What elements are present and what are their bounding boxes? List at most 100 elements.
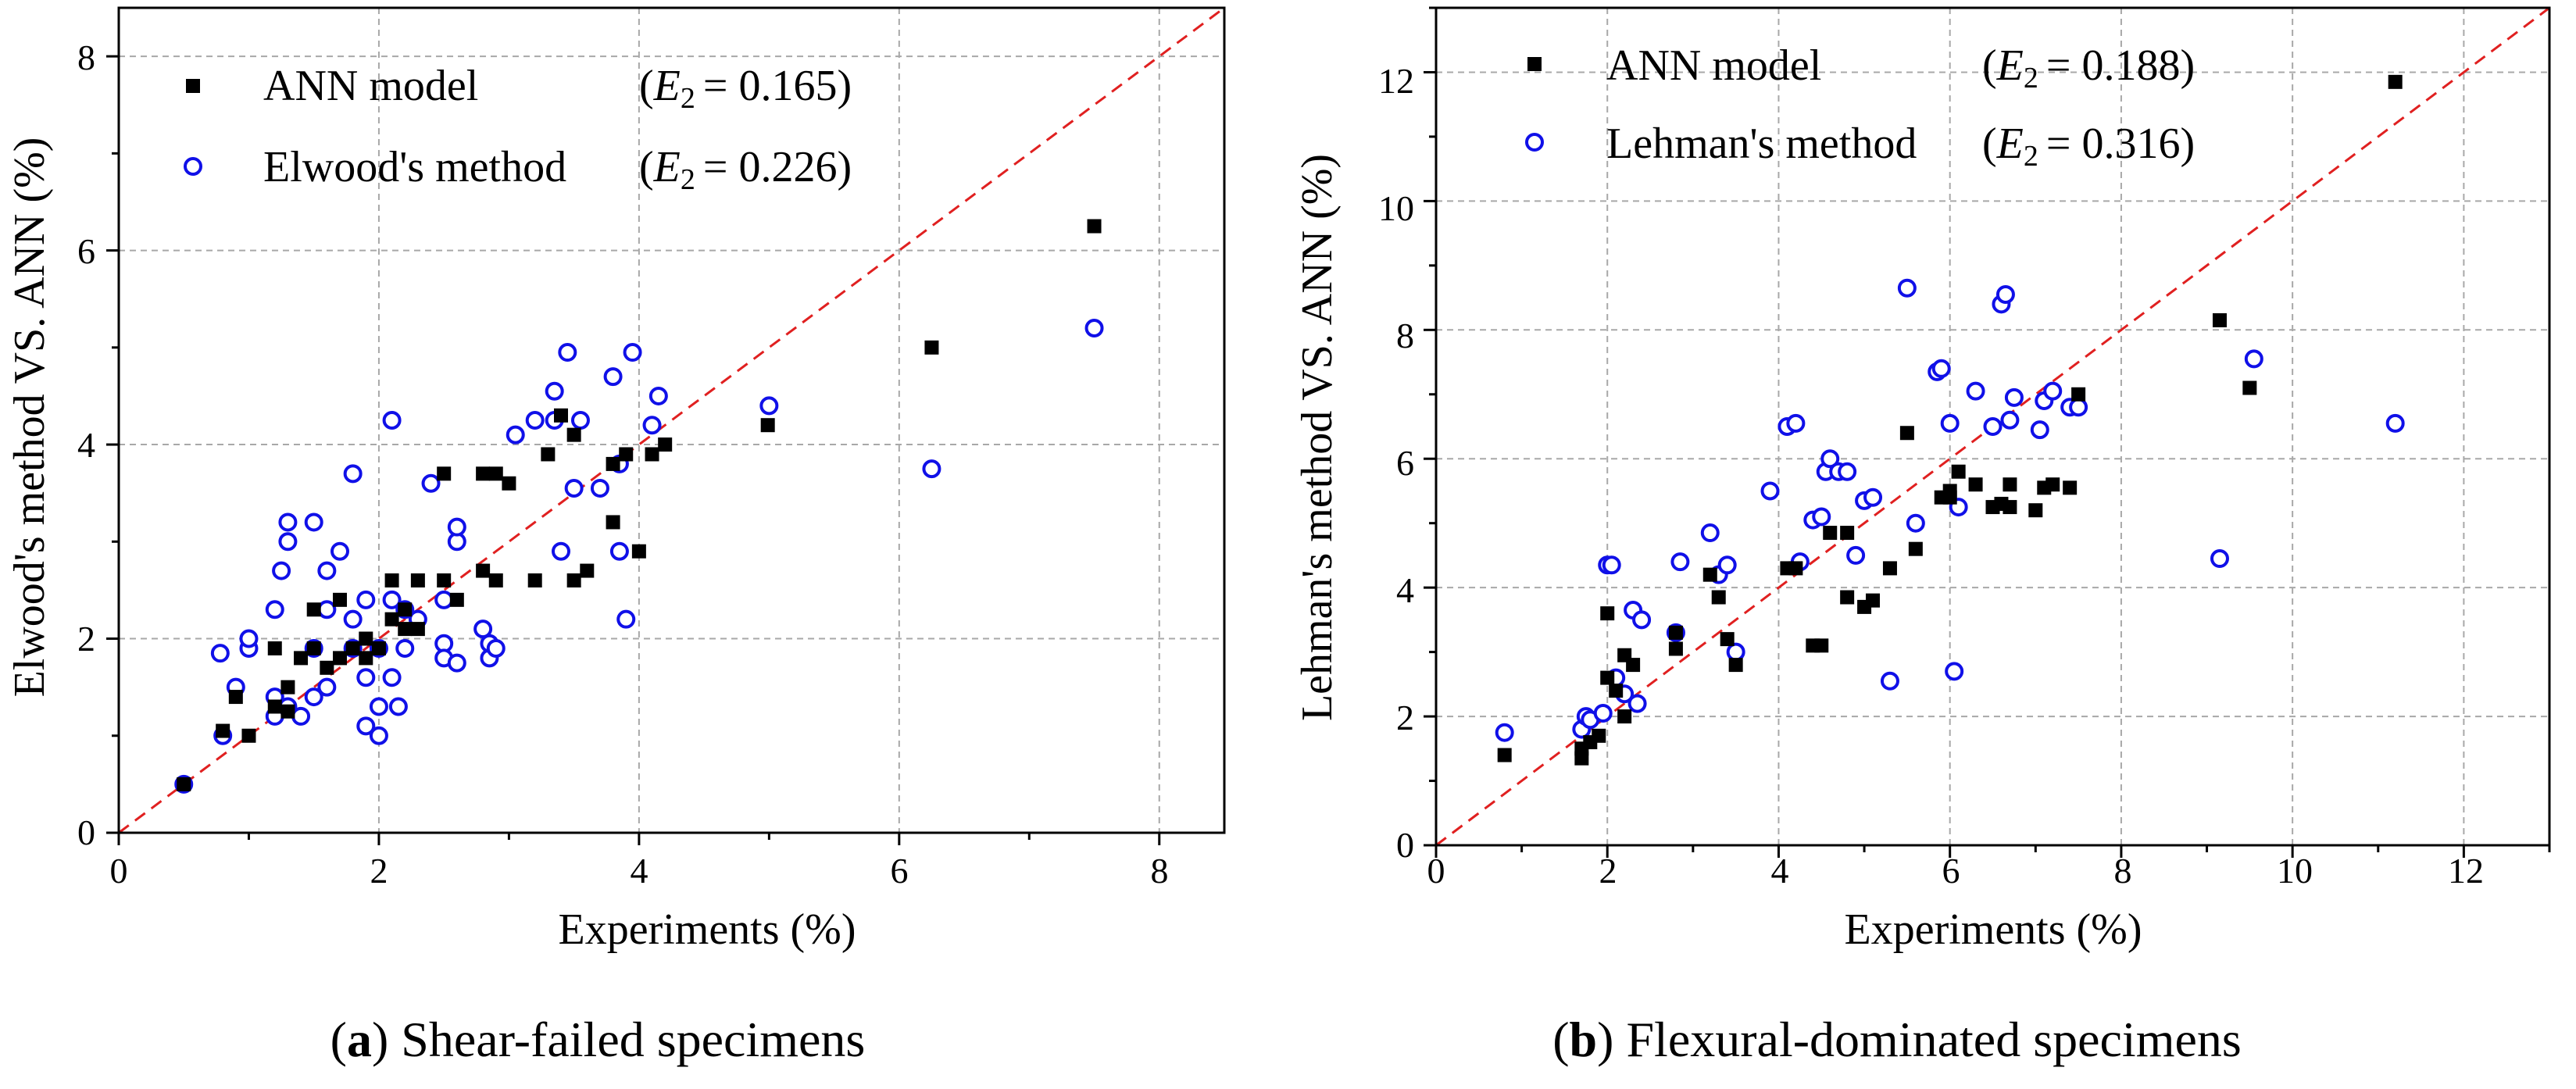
y-tick-label: 0 [1396, 825, 1414, 865]
data-point-square [1882, 561, 1897, 576]
data-point-circle [1945, 662, 1964, 681]
data-point-square [488, 466, 503, 481]
data-point-circle [434, 590, 454, 609]
data-point-circle [564, 478, 584, 498]
data-point-circle [545, 381, 564, 401]
x-tick-label: 2 [370, 851, 388, 891]
data-point-square [476, 563, 491, 578]
data-point-square [437, 573, 452, 587]
data-point-circle [421, 473, 441, 493]
data-point-square [306, 602, 321, 617]
data-point-circle [552, 541, 570, 561]
legend-circle-marker [184, 157, 202, 176]
data-point-circle [1084, 318, 1104, 337]
data-point-circle [1931, 359, 1951, 378]
data-point-circle [447, 517, 466, 537]
data-point-square [177, 777, 191, 791]
data-point-circle [2004, 387, 2024, 407]
data-point-circle [447, 653, 466, 673]
data-point-circle [1863, 487, 1883, 507]
data-point-square [294, 651, 309, 666]
y-tick-label: 8 [1396, 316, 1414, 355]
data-point-square [658, 437, 673, 452]
data-point-square [924, 340, 939, 355]
data-point-square [1617, 709, 1632, 724]
data-point-circle [1897, 278, 1917, 298]
data-point-circle [343, 464, 363, 484]
data-point-circle [1495, 723, 1514, 742]
legend-metric-elwoods-method: (E2 = 0.226) [639, 143, 852, 196]
data-point-square [267, 641, 282, 655]
data-point-circle [304, 687, 323, 707]
data-point-square [619, 447, 634, 462]
data-point-square [1942, 484, 1957, 498]
y-axis-label: Elwood's method VS. ANN (%) [5, 137, 54, 698]
data-point-square [606, 515, 620, 530]
y-tick-label: 10 [1378, 188, 1414, 228]
data-point-square [2242, 380, 2257, 395]
data-point-circle [1983, 417, 2003, 436]
legend: ANN model (E2 = 0.188) Lehman's method (E… [1525, 41, 2195, 173]
data-point-square [449, 592, 464, 607]
data-point-circle [2030, 420, 2049, 440]
data-point-circle [1846, 545, 1866, 565]
y-tick-label: 8 [77, 37, 95, 77]
data-point-circle [317, 677, 337, 697]
x-axis-label: Experiments (%) [559, 905, 856, 954]
data-point-square [228, 690, 243, 705]
data-point-circle [1838, 462, 1857, 481]
data-point-square [1840, 526, 1855, 541]
data-point-circle [486, 638, 506, 658]
data-point-circle [642, 416, 662, 435]
data-point-square [345, 641, 360, 655]
plot-frame [1434, 6, 2551, 847]
caption-a: (a) Shear-failed specimens [330, 1012, 866, 1067]
data-point-square [280, 680, 295, 694]
data-point-square [566, 573, 581, 587]
data-point-square [1968, 477, 1983, 492]
x-tick-label: 8 [2114, 851, 2132, 891]
data-point-square [267, 699, 282, 714]
data-point-circle [343, 609, 363, 629]
data-point-square [2388, 74, 2403, 89]
axis-ticks [1424, 6, 2551, 858]
data-point-square [216, 723, 230, 738]
data-point-square [541, 447, 556, 462]
legend-label-ann-model: ANN model [263, 62, 478, 110]
x-axis-label: Experiments (%) [1845, 905, 2142, 954]
data-point-circle [1906, 513, 1925, 533]
data-points [174, 219, 1104, 794]
data-point-square [1497, 748, 1512, 762]
legend-circle-marker [1525, 133, 1544, 152]
data-point-square [1592, 728, 1606, 743]
data-point-square [1626, 658, 1641, 673]
y-axis-label: Lehman's method VS. ANN (%) [1293, 154, 1342, 721]
data-point-circle [1717, 555, 1737, 575]
reference-line-y-equals-x [118, 6, 1225, 834]
data-point-square [306, 641, 321, 655]
data-point-square [760, 418, 775, 433]
data-point-square [398, 602, 413, 617]
data-point-circle [525, 411, 545, 430]
data-point-circle [369, 697, 388, 716]
data-point-square [333, 651, 347, 666]
data-point-circle [648, 386, 668, 405]
data-point-square [566, 427, 581, 442]
data-point-circle [922, 459, 941, 479]
x-tick-labels: 0 2 4 6 8 10 12 [1427, 851, 2485, 891]
data-point-square [371, 641, 386, 655]
data-point-circle [2385, 413, 2405, 433]
x-tick-label: 10 [2277, 851, 2313, 891]
data-point-circle [388, 697, 408, 716]
legend-square-marker [186, 79, 200, 93]
legend-label-ann-model: ANN model [1606, 41, 1821, 90]
data-point-square [384, 612, 399, 627]
data-point-square [580, 563, 595, 578]
data-point-square [241, 728, 256, 743]
x-tick-label: 0 [110, 851, 128, 891]
data-point-circle [1820, 449, 1840, 469]
data-point-square [1600, 670, 1615, 685]
data-point-circle [1940, 413, 1960, 433]
data-point-square [1951, 464, 1966, 479]
